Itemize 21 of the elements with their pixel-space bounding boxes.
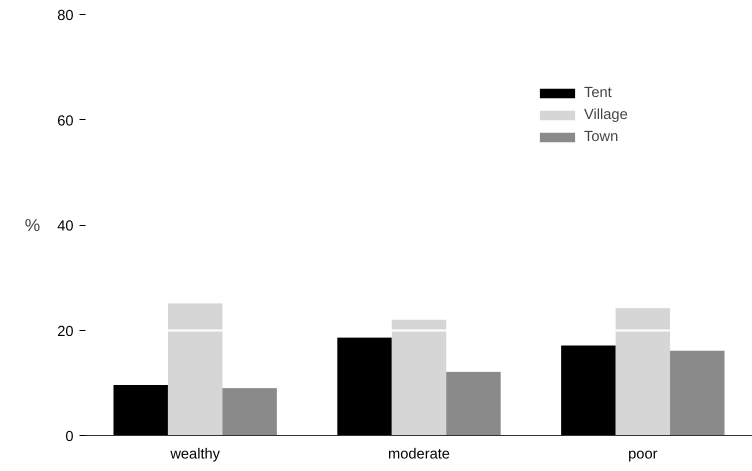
bar bbox=[337, 338, 392, 436]
y-tick-label: 80 bbox=[57, 8, 74, 24]
bar bbox=[561, 346, 616, 436]
y-axis-title: % bbox=[24, 215, 40, 235]
x-tick-label: moderate bbox=[388, 446, 450, 462]
bar bbox=[392, 320, 446, 436]
bar bbox=[222, 388, 277, 436]
bar bbox=[446, 372, 501, 436]
x-tick-label: wealthy bbox=[169, 446, 221, 462]
bar bbox=[670, 350, 725, 436]
x-tick-label: poor bbox=[628, 446, 658, 462]
y-tick-label: 0 bbox=[65, 429, 74, 445]
y-tick-label: 60 bbox=[57, 113, 74, 130]
legend-label: Town bbox=[584, 129, 618, 145]
legend-label: Tent bbox=[584, 85, 612, 101]
y-tick-label: 20 bbox=[57, 324, 74, 340]
bar bbox=[616, 308, 670, 436]
bar bbox=[168, 303, 222, 436]
y-tick-label: 40 bbox=[57, 218, 74, 234]
legend-label: Village bbox=[584, 107, 628, 123]
bar bbox=[113, 384, 168, 436]
